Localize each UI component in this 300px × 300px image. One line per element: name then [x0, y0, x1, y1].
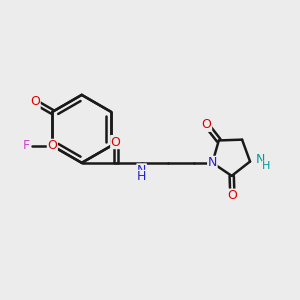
Text: N: N [137, 164, 146, 177]
Text: N: N [208, 156, 217, 169]
Text: F: F [23, 140, 30, 152]
Text: O: O [111, 136, 121, 148]
Text: N: N [256, 153, 265, 166]
Text: O: O [47, 140, 57, 152]
Text: H: H [137, 170, 146, 184]
Text: O: O [202, 118, 212, 131]
Text: O: O [30, 95, 40, 109]
Text: O: O [227, 189, 237, 202]
Text: H: H [262, 161, 271, 171]
